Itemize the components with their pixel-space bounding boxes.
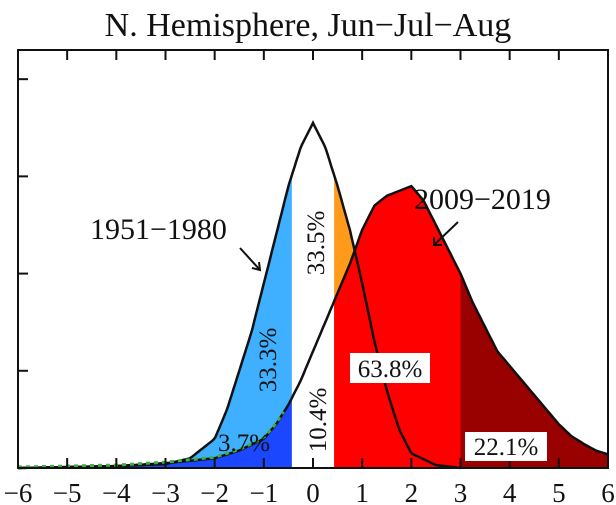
label-period-1951-1980: 1951−1980 — [90, 213, 227, 246]
arrowhead-1951-1980 — [251, 261, 262, 272]
x-tick-label: −2 — [200, 478, 229, 505]
x-tick-label: 4 — [503, 478, 517, 505]
pct-1951-normal: 33.5% — [303, 211, 330, 276]
x-tick-label: 6 — [601, 478, 615, 505]
x-tick-label: −4 — [102, 478, 131, 505]
region-2009-above — [334, 186, 461, 469]
axis-ticks — [17, 50, 609, 468]
pct-2009-normal: 10.4% — [305, 388, 332, 453]
arrow-1951-1980 — [239, 247, 261, 271]
x-tick-label: 1 — [355, 478, 369, 505]
pct-1951-below: 33.3% — [255, 328, 282, 393]
region-2009-normal — [291, 301, 335, 468]
pct-2009-extreme-hot-box — [465, 432, 547, 461]
x-tick-labels: −6 −5 −4 −3 −2 −1 0 1 2 3 4 5 6 — [4, 478, 615, 505]
x-tick-label: 2 — [405, 478, 419, 505]
region-2009-extreme-hot — [460, 273, 608, 468]
x-tick-label: −1 — [249, 478, 278, 505]
arrowhead-2009-2019 — [433, 237, 442, 246]
x-tick-label: −6 — [4, 478, 33, 505]
pct-2009-above: 63.8% — [358, 356, 423, 383]
label-period-2009-2019: 2009−2019 — [414, 183, 551, 216]
chart-title: N. Hemisphere, Jun−Jul−Aug — [105, 7, 512, 44]
x-tick-label: −3 — [151, 478, 180, 505]
x-tick-label: −5 — [53, 478, 82, 505]
x-tick-label: 3 — [454, 478, 468, 505]
x-tick-label: 0 — [306, 478, 320, 505]
pct-2009-extreme-hot: 22.1% — [474, 434, 539, 461]
arrow-2009-2019 — [433, 221, 459, 246]
x-tick-label: 5 — [552, 478, 566, 505]
pct-2009-extreme-cold: 3.7% — [218, 430, 270, 457]
pct-2009-above-box — [350, 353, 430, 383]
